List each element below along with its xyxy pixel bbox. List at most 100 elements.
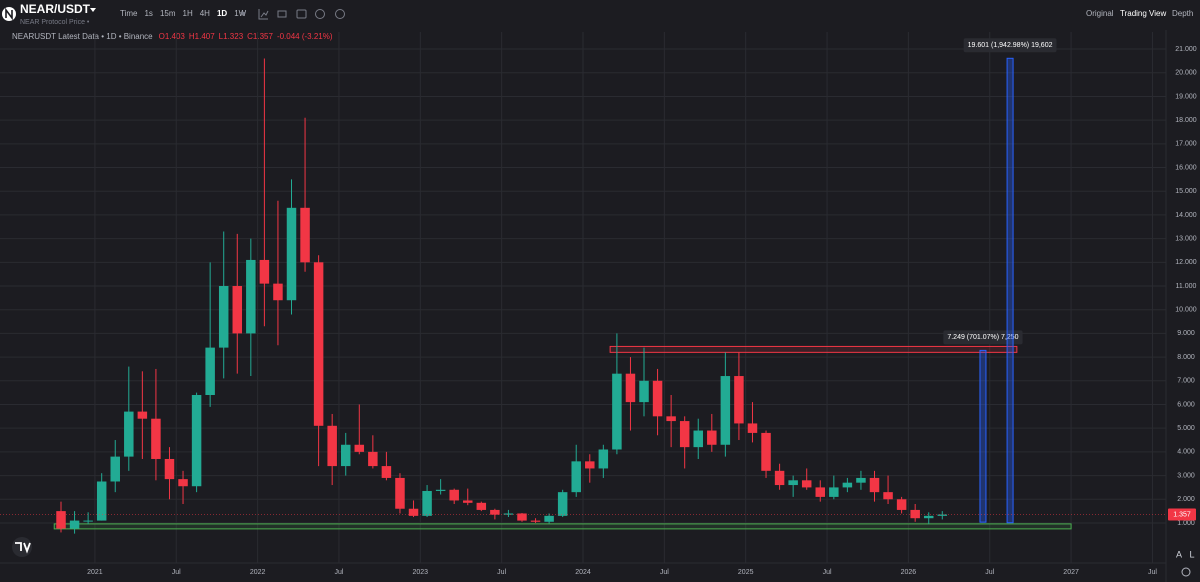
view-switch: Original Trading View Depth [1086,9,1193,18]
interval-dropdown[interactable] [240,12,246,16]
interval-button[interactable]: 1W [234,9,246,18]
candle-body [707,430,717,445]
y-tick-label: 18.000 [1175,117,1197,124]
indicator-icon[interactable] [258,9,269,20]
x-tick-label: Jul [823,569,832,576]
candle-body [530,520,541,522]
candle-body [300,207,310,263]
y-tick-label: 8.000 [1177,354,1195,361]
axis-settings-icon[interactable] [1181,567,1191,577]
y-tick-label: 11.000 [1176,283,1197,290]
add-icon[interactable] [315,9,325,19]
candle-body [96,481,107,521]
y-tick-label: 17.000 [1175,141,1197,148]
view-button[interactable]: Original [1086,9,1114,18]
x-tick-label: Jul [985,569,994,576]
y-tick-label: 1.000 [1177,520,1195,527]
interval-button[interactable]: 4H [200,9,210,18]
candle-body [205,347,215,396]
candle-body [110,456,120,482]
candle-body [869,477,880,493]
candle-body [923,515,934,519]
y-tick-label: 7.000 [1177,378,1195,385]
y-tick-label: 16.000 [1175,164,1197,171]
candle-body [286,207,297,301]
measure-label-text: 7.249 (701.07%) 7,250 [947,334,1018,341]
x-tick-label: 2027 [1063,569,1079,576]
legend-value: C1.357 [247,32,273,41]
view-button[interactable]: Depth [1172,9,1193,18]
zone [53,523,1072,530]
candle-body [842,482,853,488]
last-price-label: 1.357 [1173,511,1191,518]
candle-body [273,283,283,301]
compare-icon[interactable] [277,10,287,18]
x-tick-label: Jul [497,569,506,576]
candle-body [69,520,80,529]
x-tick-label: Jul [660,569,669,576]
candle-body [896,499,907,510]
symbol[interactable]: NEAR/USDT [20,2,91,16]
y-tick-label: 19.000 [1175,93,1197,100]
interval-button[interactable]: 1D [217,9,227,18]
candle-body [856,477,866,483]
zone [609,345,1018,353]
candle-body [734,376,744,424]
candle-body [788,480,798,486]
x-tick-label: 2026 [901,569,917,576]
candle-body [218,286,229,348]
candle-body [476,502,487,510]
candle-body [83,520,93,522]
candle-body [313,262,324,426]
toolbar-icons [258,9,345,20]
candle-body [639,380,649,403]
candle-body [910,509,920,519]
measure-label-text: 19.601 (1,942.98%) 19,602 [968,42,1053,49]
candle-body [625,373,636,403]
axis-button[interactable]: A [1176,549,1182,559]
interval-button[interactable]: Time [120,9,138,18]
view-button[interactable]: Trading View [1120,9,1166,18]
interval-button[interactable]: 15m [160,9,176,18]
candle-body [774,470,785,486]
x-tick-label: 2025 [738,569,754,576]
interval-button[interactable]: 1s [144,9,152,18]
candle-body [503,513,514,515]
measure-label-bg [963,38,1057,53]
y-tick-label: 4.000 [1177,449,1195,456]
settings-icon[interactable] [335,9,345,19]
candle-body [408,508,419,516]
candle-body [585,461,595,469]
y-tick-label: 20.000 [1175,70,1197,77]
candle-body [801,480,812,488]
y-tick-label: 6.000 [1177,401,1195,408]
candle-body [883,492,893,500]
camera-icon[interactable] [296,9,307,19]
candle-body [490,509,500,515]
y-tick-label: 5.000 [1177,425,1195,432]
candle-body [815,487,826,497]
tv-logo [12,537,32,557]
candle-body [679,421,690,448]
interval-button[interactable]: 1H [183,9,193,18]
candle-body [666,416,676,422]
candle-body [56,511,66,529]
legend-value: O1.403 [159,32,186,41]
y-tick-label: 12.000 [1175,259,1197,266]
candle-body [137,411,148,419]
x-tick-label: 2021 [87,569,103,576]
y-tick-label: 9.000 [1177,330,1195,337]
subtitle: NEAR Protocol Price • [20,19,90,26]
candle-body [422,490,432,516]
symbol-dropdown[interactable] [90,8,96,12]
candle-body [259,259,270,284]
candle-body [937,514,948,516]
logo-mark [5,7,13,21]
candle-body [164,458,175,480]
measure-bar [1006,57,1014,524]
candle-body [124,411,134,457]
candle-body [435,489,446,491]
measure-bar [979,349,987,523]
axis-button[interactable]: L [1189,549,1194,559]
